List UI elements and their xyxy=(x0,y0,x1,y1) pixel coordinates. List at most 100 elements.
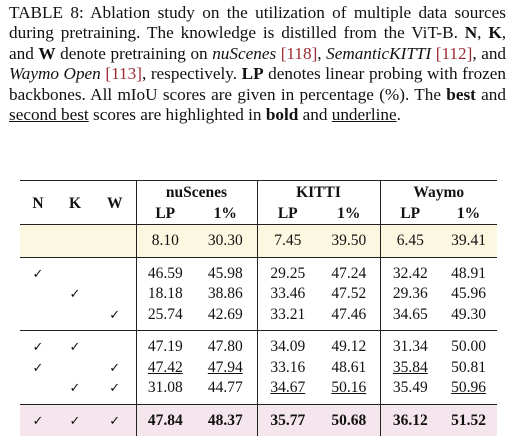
cell: ✓ xyxy=(20,330,56,358)
caption-text: [118] xyxy=(280,43,318,63)
score: 18.18 xyxy=(147,285,183,303)
score: 39.41 xyxy=(451,232,486,250)
table-row: ✓ 25.74 42.69 33.21 47.46 34.65 49.30 xyxy=(20,304,497,331)
caption-text: and xyxy=(298,105,332,125)
cell: 46.59 xyxy=(135,256,194,284)
cell: 49.12 xyxy=(318,330,380,358)
score: 29.36 xyxy=(392,285,428,303)
row-group: ✓ ✓ ✓ 47.84 48.37 35.77 50.68 36.12 51.52 xyxy=(20,403,497,436)
cell xyxy=(20,224,56,257)
check-mark: ✓ xyxy=(109,381,121,397)
score: 50.81 xyxy=(451,358,486,376)
table-row: 8.10 30.30 7.45 39.50 6.45 39.41 xyxy=(20,224,497,257)
cell: 39.41 xyxy=(440,224,497,257)
check-mark: ✓ xyxy=(109,360,121,376)
score: 49.30 xyxy=(451,305,486,323)
cell: 45.96 xyxy=(440,284,497,305)
caption-text: nuScenes xyxy=(212,43,277,63)
caption-text: Waymo Open xyxy=(9,64,101,84)
cell: ✓ xyxy=(56,330,94,358)
score: 45.98 xyxy=(207,264,243,282)
table-row: ✓ ✓ ✓ 47.84 48.37 35.77 50.68 36.12 51.52 xyxy=(20,403,497,436)
score: 45.96 xyxy=(451,285,486,303)
check-mark: ✓ xyxy=(69,287,81,303)
cell: 42.69 xyxy=(194,305,257,331)
caption-text: , and xyxy=(9,23,506,63)
score: 50.16 xyxy=(331,379,367,397)
score: 39.50 xyxy=(331,232,367,250)
cell: 50.16 xyxy=(318,378,380,404)
cell: 31.34 xyxy=(379,330,440,358)
cell: 50.68 xyxy=(318,403,380,436)
cell: 33.16 xyxy=(256,357,318,378)
score: 6.45 xyxy=(396,232,424,250)
score: 34.09 xyxy=(270,338,306,356)
cell: 38.86 xyxy=(194,284,257,305)
score: 33.21 xyxy=(270,305,306,323)
caption-text: denotes linear probing with frozen backb… xyxy=(9,64,507,104)
cell: 8.10 xyxy=(135,224,194,257)
score: 29.25 xyxy=(270,264,306,282)
caption-text: second best xyxy=(9,105,89,125)
cell: 33.46 xyxy=(256,284,318,305)
score: 47.84 xyxy=(147,411,183,429)
cell: 47.24 xyxy=(318,256,380,284)
check-mark: ✓ xyxy=(32,340,44,356)
check-mark: ✓ xyxy=(32,360,44,376)
score: 35.49 xyxy=(392,379,428,397)
cell: 7.45 xyxy=(256,224,318,257)
score: 30.30 xyxy=(207,232,243,250)
cell: 50.00 xyxy=(440,330,497,358)
cell: 29.36 xyxy=(379,284,440,305)
check-mark: ✓ xyxy=(109,413,121,429)
cell: 6.45 xyxy=(379,224,440,257)
row-group: ✓ ✓ 47.19 47.80 34.09 49.12 31.34 50.00 ✓ ✓ 47.42 4… xyxy=(20,330,497,404)
metric-header: 1% xyxy=(194,203,257,225)
cell xyxy=(20,378,56,404)
score: 34.67 xyxy=(270,379,306,397)
score: 47.42 xyxy=(147,358,183,376)
cell: 51.52 xyxy=(440,403,497,436)
cell: ✓ xyxy=(94,403,136,436)
column-header: K xyxy=(56,180,94,225)
caption-text: underline xyxy=(331,105,397,125)
column-header: W xyxy=(94,180,136,225)
metric-header: LP xyxy=(379,203,440,225)
score: 33.46 xyxy=(270,285,306,303)
cell: ✓ xyxy=(56,284,94,305)
cell xyxy=(56,358,94,379)
table-row: ✓ ✓ 47.19 47.80 34.09 49.12 31.34 50.00 xyxy=(20,330,497,358)
cell xyxy=(94,284,136,305)
cell: 35.84 xyxy=(379,357,440,378)
score: 47.80 xyxy=(207,338,243,356)
score: 48.61 xyxy=(331,358,367,376)
cell xyxy=(94,256,136,284)
score: 35.77 xyxy=(270,411,306,429)
table-row: ✓ 18.18 38.86 33.46 47.52 29.36 45.96 xyxy=(20,284,497,305)
cell: 47.52 xyxy=(318,284,380,305)
table-row: ✓ ✓ 31.08 44.77 34.67 50.16 35.49 50.96 xyxy=(20,378,497,404)
cell: 47.46 xyxy=(318,305,380,331)
score: 38.86 xyxy=(207,285,243,303)
score: 31.34 xyxy=(392,338,428,356)
score: 31.08 xyxy=(147,379,183,397)
cell: ✓ xyxy=(94,358,136,379)
cell: 18.18 xyxy=(135,284,194,305)
metric-header: 1% xyxy=(440,203,497,225)
cell: 48.37 xyxy=(194,403,257,436)
score: 46.59 xyxy=(147,264,183,282)
score: 36.12 xyxy=(392,411,428,429)
score: 48.37 xyxy=(207,411,243,429)
cell: 30.30 xyxy=(194,224,257,257)
check-mark: ✓ xyxy=(69,413,81,429)
cell: 50.96 xyxy=(440,378,497,404)
dataset-header: nuScenes xyxy=(135,180,257,204)
caption-text: . xyxy=(396,105,401,125)
cell: 48.61 xyxy=(318,358,380,379)
score: 47.24 xyxy=(331,264,367,282)
check-mark: ✓ xyxy=(32,413,44,429)
cell: 35.49 xyxy=(379,378,440,404)
caption-text: and xyxy=(475,84,506,104)
caption-text: , and xyxy=(472,43,507,63)
